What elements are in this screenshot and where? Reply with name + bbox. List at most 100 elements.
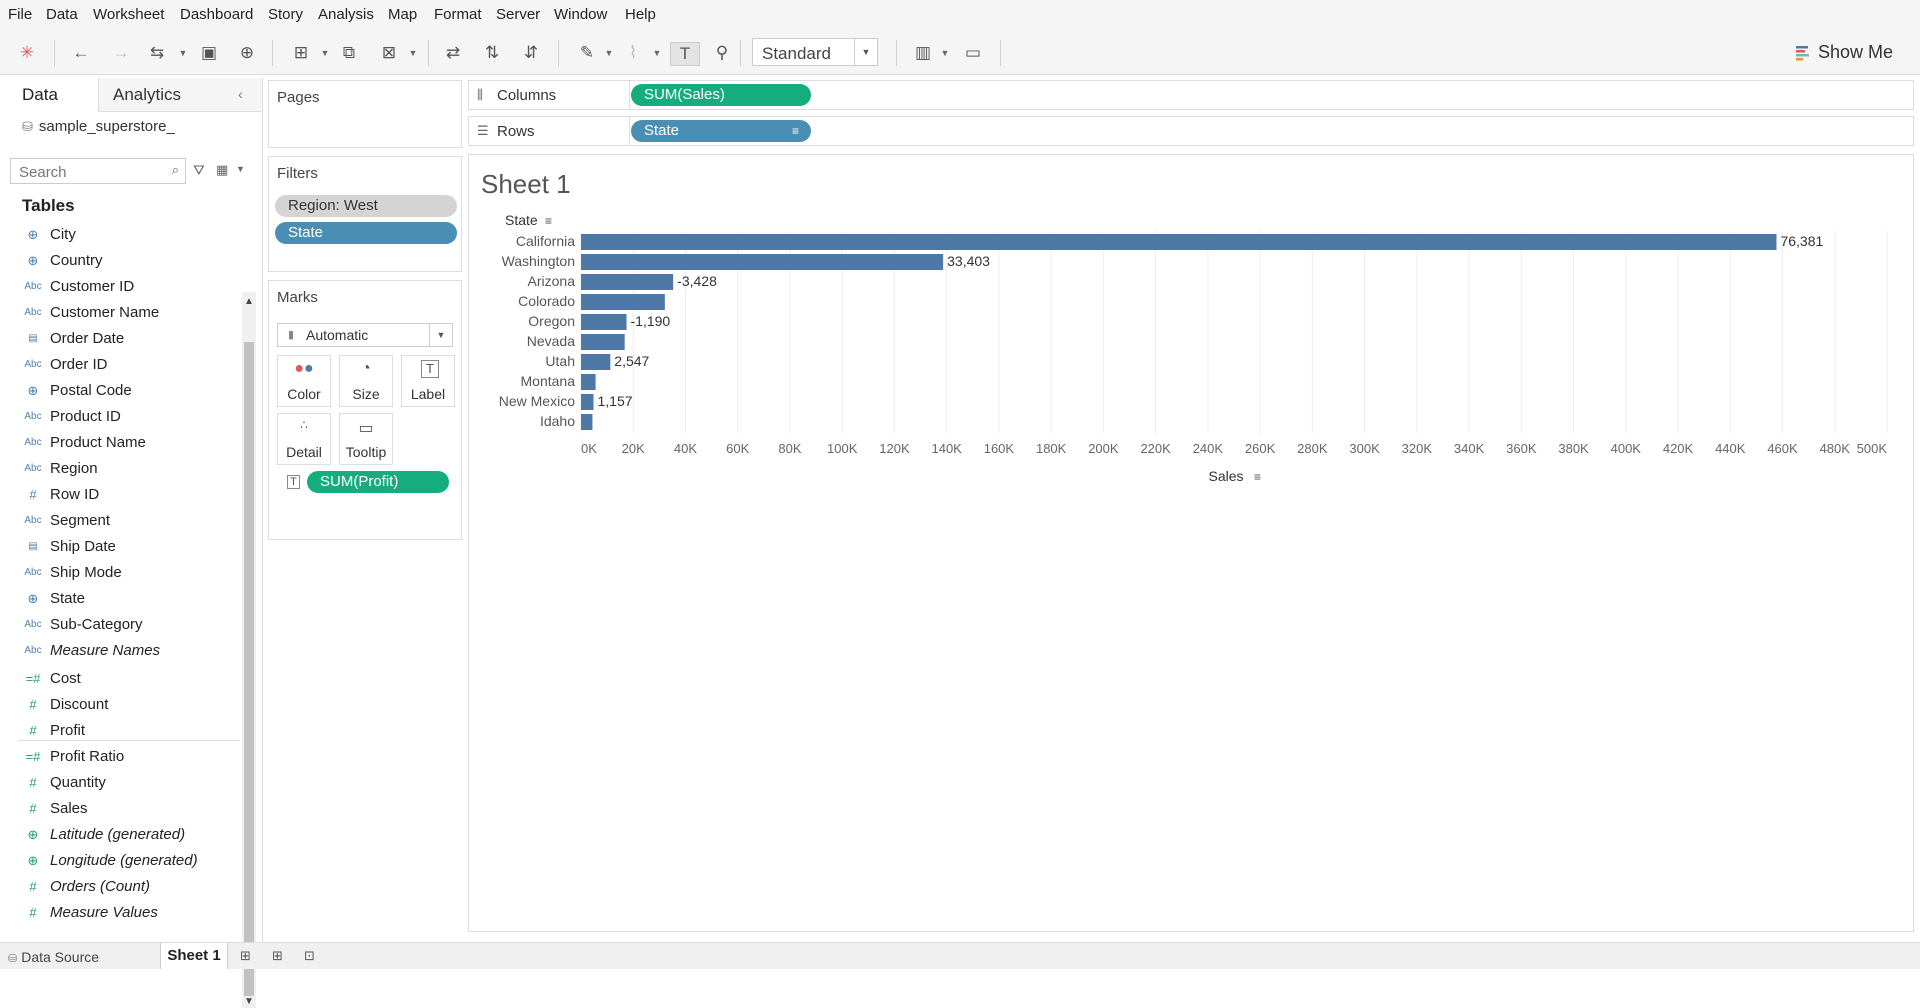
chevron-down-icon[interactable]: ▼ — [652, 48, 662, 58]
filter-pill-state[interactable]: State — [275, 222, 457, 244]
new-story-icon[interactable]: ⊡ — [304, 948, 315, 963]
size-button[interactable]: ◔ Size — [339, 355, 393, 407]
undo-icon[interactable]: ← — [72, 43, 90, 62]
field-cost[interactable]: =# Cost — [0, 666, 240, 692]
field-country[interactable]: ⊕ Country — [0, 248, 240, 274]
search-field[interactable]: ⌕ — [10, 158, 186, 184]
mark-type-select[interactable]: ▮ Automatic ▼ — [277, 323, 453, 347]
new-dashboard-icon[interactable]: ⊞ — [272, 948, 283, 963]
field-profit[interactable]: # Profit — [0, 718, 240, 744]
chevron-down-icon[interactable]: ▼ — [854, 39, 877, 65]
filter-pill-region[interactable]: Region: West — [275, 195, 457, 217]
bar[interactable] — [581, 254, 944, 270]
menu-format[interactable]: Format — [434, 6, 482, 23]
color-button[interactable]: ●● Color — [277, 355, 331, 407]
group-icon[interactable]: ⌇ — [628, 43, 638, 62]
field-latitude-generated[interactable]: ⊕ Latitude (generated) — [0, 822, 240, 848]
save-icon[interactable]: ▣ — [200, 43, 218, 62]
tab-data-source[interactable]: ⛁ Data Source — [8, 949, 99, 965]
bar[interactable] — [581, 394, 594, 410]
bar-chart[interactable]: State ≡ California 76,381 Washington 33,403 Ar… — [469, 205, 1913, 765]
bar[interactable] — [581, 354, 611, 370]
highlight-icon[interactable]: ✎ — [579, 43, 595, 62]
menu-story[interactable]: Story — [268, 6, 304, 23]
menu-file[interactable]: File — [8, 6, 33, 23]
menu-data[interactable]: Data — [46, 6, 78, 23]
chevron-down-icon[interactable]: ▼ — [429, 324, 452, 346]
scroll-down-icon[interactable]: ▼ — [244, 996, 254, 1007]
label-button[interactable]: T Label — [401, 355, 455, 407]
marks-pill-profit[interactable]: SUM(Profit) — [307, 471, 449, 493]
bar[interactable] — [581, 294, 665, 310]
field-product-id[interactable]: Abc Product ID — [0, 404, 240, 430]
field-order-date[interactable]: ▤ Order Date — [0, 326, 240, 352]
fit-select[interactable]: Standard ▼ — [752, 38, 878, 66]
field-longitude-generated[interactable]: ⊕ Longitude (generated) — [0, 848, 240, 874]
rows-pill-state[interactable]: State ≡ — [631, 120, 811, 142]
scroll-up-icon[interactable]: ▲ — [244, 296, 254, 307]
replay-icon[interactable]: ⇆ — [149, 43, 165, 62]
new-worksheet-icon[interactable]: ⊞ — [293, 43, 309, 62]
chevron-down-icon[interactable]: ▼ — [320, 48, 330, 58]
field-profit-ratio[interactable]: =# Profit Ratio — [0, 744, 240, 770]
bar[interactable] — [581, 314, 627, 330]
collapse-pane-icon[interactable]: ‹ — [238, 86, 243, 102]
redo-icon[interactable]: → — [112, 43, 130, 62]
scrollbar-thumb[interactable] — [244, 342, 254, 996]
tableau-logo-icon[interactable]: ✳ — [19, 43, 35, 62]
sheet-title[interactable]: Sheet 1 — [481, 169, 571, 199]
menu-worksheet[interactable]: Worksheet — [93, 6, 165, 23]
field-sub-category[interactable]: Abc Sub-Category — [0, 612, 240, 638]
field-city[interactable]: ⊕ City — [0, 222, 240, 248]
field-ship-date[interactable]: ▤ Ship Date — [0, 534, 240, 560]
pages-card[interactable]: Pages — [268, 80, 462, 148]
rows-shelf[interactable]: ☰ Rows State ≡ — [468, 116, 1914, 146]
field-region[interactable]: Abc Region — [0, 456, 240, 482]
detail-button[interactable]: ∴ Detail — [277, 413, 331, 465]
bar[interactable] — [581, 374, 596, 390]
columns-pill-sum-sales[interactable]: SUM(Sales) — [631, 84, 811, 106]
show-mark-labels-icon[interactable]: T — [670, 42, 700, 66]
menu-map[interactable]: Map — [388, 6, 418, 23]
show-cards-icon[interactable]: ▥ — [914, 43, 932, 62]
new-worksheet-icon[interactable]: ⊞ — [240, 948, 251, 963]
tab-analytics[interactable]: Analytics ‹ — [98, 78, 262, 112]
menu-analysis[interactable]: Analysis — [318, 6, 374, 23]
field-discount[interactable]: # Discount — [0, 692, 240, 718]
field-orders-count[interactable]: # Orders (Count) — [0, 874, 240, 900]
duplicate-icon[interactable]: ⧉ — [342, 43, 356, 62]
menu-server[interactable]: Server — [496, 6, 541, 23]
tab-data[interactable]: Data — [0, 78, 98, 112]
chevron-down-icon[interactable]: ▼ — [178, 48, 188, 58]
field-sales[interactable]: # Sales — [0, 796, 240, 822]
clear-sheet-icon[interactable]: ⊠ — [381, 43, 397, 62]
field-product-name[interactable]: Abc Product Name — [0, 430, 240, 456]
search-input[interactable] — [17, 160, 171, 184]
chevron-down-icon[interactable]: ▼ — [236, 164, 245, 174]
chevron-down-icon[interactable]: ▼ — [940, 48, 950, 58]
tab-sheet-1[interactable]: Sheet 1 — [160, 943, 228, 969]
field-postal-code[interactable]: ⊕ Postal Code — [0, 378, 240, 404]
presentation-mode-icon[interactable]: ▭ — [964, 43, 982, 62]
bar[interactable] — [581, 334, 625, 350]
field-quantity[interactable]: # Quantity — [0, 770, 240, 796]
menu-dashboard[interactable]: Dashboard — [180, 6, 254, 23]
chevron-down-icon[interactable]: ▼ — [408, 48, 418, 58]
field-order-id[interactable]: Abc Order ID — [0, 352, 240, 378]
columns-shelf[interactable]: ⫼ Columns SUM(Sales) — [468, 80, 1914, 110]
sort-descending-icon[interactable]: ⇵ — [523, 43, 539, 62]
field-customer-id[interactable]: Abc Customer ID — [0, 274, 240, 300]
pin-icon[interactable]: ⚲ — [715, 43, 729, 62]
field-ship-mode[interactable]: Abc Ship Mode — [0, 560, 240, 586]
filter-icon[interactable]: ⛛ — [193, 162, 205, 178]
menu-window[interactable]: Window — [554, 6, 608, 23]
viz-area[interactable]: Sheet 1 State ≡ California 76,381 Washington… — [468, 154, 1914, 932]
new-datasource-icon[interactable]: ⊕ — [239, 43, 255, 62]
bar[interactable] — [581, 414, 593, 430]
view-options-icon[interactable]: ▦ — [216, 162, 229, 177]
filters-card[interactable]: Filters Region: West State — [268, 156, 462, 272]
swap-rows-columns-icon[interactable]: ⇄ — [445, 43, 461, 62]
field-measure-values[interactable]: # Measure Values — [0, 900, 240, 926]
field-segment[interactable]: Abc Segment — [0, 508, 240, 534]
field-measure-names[interactable]: Abc Measure Names — [0, 638, 240, 664]
